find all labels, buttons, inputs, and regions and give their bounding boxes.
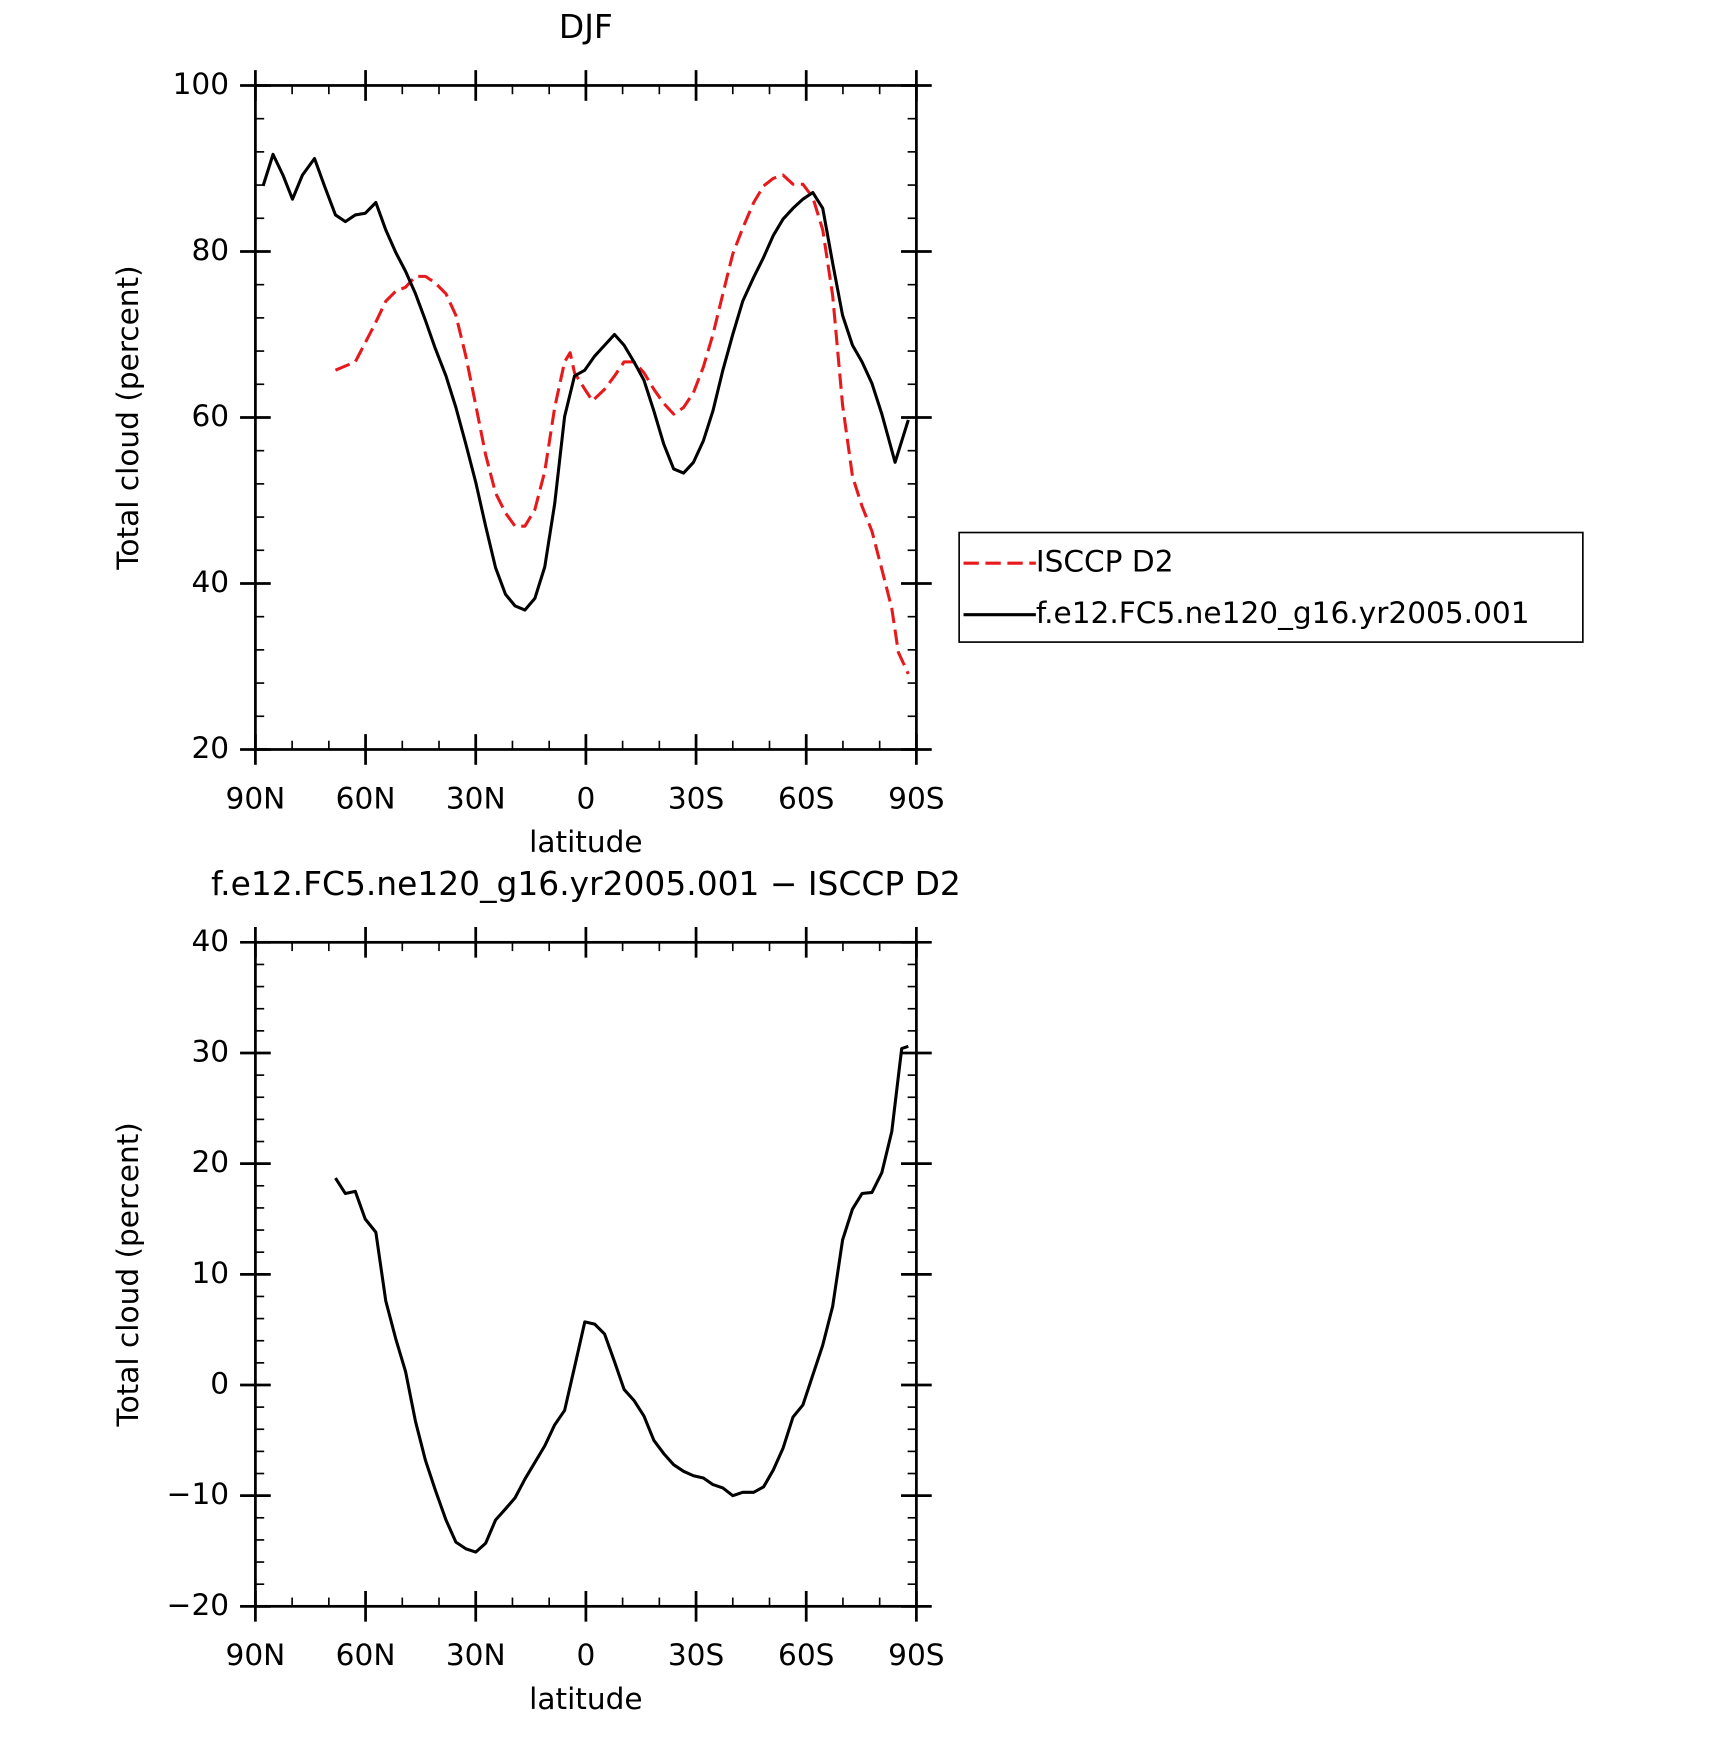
legend-box bbox=[958, 531, 1584, 643]
chart-title: f.e12.FC5.ne120_g16.yr2005.001 − ISCCP D… bbox=[211, 864, 961, 903]
data-line bbox=[334, 173, 910, 675]
y-tick-label: −20 bbox=[167, 1588, 229, 1622]
x-tick-label: 0 bbox=[576, 1638, 595, 1672]
y-axis-label: Total cloud (percent) bbox=[111, 1122, 145, 1427]
x-tick-label: 60N bbox=[336, 1638, 396, 1672]
y-tick-label: 20 bbox=[191, 1145, 229, 1179]
x-tick-label: 30S bbox=[668, 1638, 724, 1672]
x-axis-label: latitude bbox=[529, 1682, 643, 1716]
x-axis-label: latitude bbox=[529, 825, 643, 859]
y-tick-label: 40 bbox=[191, 565, 229, 599]
x-tick-label: 60S bbox=[778, 781, 834, 815]
x-tick-label: 90S bbox=[888, 1638, 944, 1672]
x-tick-label: 90S bbox=[888, 781, 944, 815]
legend-label: f.e12.FC5.ne120_g16.yr2005.001 bbox=[1036, 596, 1530, 630]
x-tick-label: 30S bbox=[668, 781, 724, 815]
plot-frame bbox=[254, 940, 918, 1608]
y-tick-label: 30 bbox=[191, 1034, 229, 1068]
data-line bbox=[334, 1044, 909, 1554]
y-tick-label: 10 bbox=[191, 1256, 229, 1290]
y-tick-label: −10 bbox=[167, 1477, 229, 1511]
x-tick-label: 90N bbox=[226, 781, 286, 815]
legend-label: ISCCP D2 bbox=[1036, 545, 1174, 579]
x-tick-label: 0 bbox=[576, 781, 595, 815]
y-tick-label: 0 bbox=[210, 1366, 229, 1400]
x-tick-label: 60N bbox=[336, 781, 396, 815]
x-tick-label: 90N bbox=[226, 1638, 286, 1672]
y-tick-label: 20 bbox=[191, 731, 229, 765]
y-tick-label: 40 bbox=[191, 924, 229, 958]
chart-title: DJF bbox=[559, 7, 613, 46]
x-tick-label: 30N bbox=[446, 781, 506, 815]
y-tick-label: 100 bbox=[173, 67, 229, 101]
data-line bbox=[261, 152, 910, 612]
plot-frame bbox=[254, 84, 918, 751]
y-tick-label: 60 bbox=[191, 399, 229, 433]
y-tick-label: 80 bbox=[191, 233, 229, 267]
x-tick-label: 30N bbox=[446, 1638, 506, 1672]
y-axis-label: Total cloud (percent) bbox=[111, 265, 145, 570]
x-tick-label: 60S bbox=[778, 1638, 834, 1672]
